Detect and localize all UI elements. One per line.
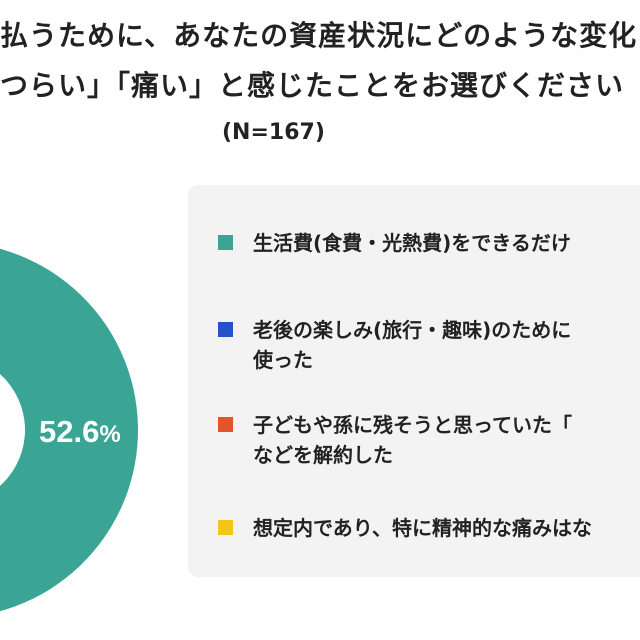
sample-size-label: (N=167) [222,120,325,145]
legend-label: 想定内であり、特に精神的な痛みはな [253,513,592,543]
legend-label-line: 想定内であり、特に精神的な痛みはな [253,516,592,540]
legend-label: 生活費(食費・光熱費)をできるだけ [253,228,571,258]
slice-value-number: 52.6 [39,414,100,449]
legend-label-line: 老後の楽しみ(旅行・趣味)のために [253,318,572,342]
chart-title-line-2: つらい」「痛い」と感じたことをお選びください [0,69,625,102]
legend-label: 子どもや孫に残そうと思っていた「 などを解約した [253,410,572,470]
donut-chart [0,248,138,612]
slice-value-label: 52.6% [39,414,121,450]
donut-slices [0,248,138,612]
legend-label-line: 生活費(食費・光熱費)をできるだけ [253,231,571,255]
legend-swatch [218,417,233,432]
legend-swatch [218,322,233,337]
slice-value-unit: % [99,421,121,448]
legend-swatch [218,520,233,535]
legend-label-line: 子どもや孫に残そうと思っていた「 [253,413,572,437]
chart-title-line-1: 払うために、あなたの資産状況にどのような変化 [0,19,638,52]
legend-label-line: 使った [253,348,313,372]
legend-swatch [218,235,233,250]
legend-label: 老後の楽しみ(旅行・趣味)のために 使った [253,315,571,375]
legend-label-line: などを解約した [253,443,393,467]
donut-slice-0 [0,248,138,612]
legend-panel: 生活費(食費・光熱費)をできるだけ 老後の楽しみ(旅行・趣味)のために 使った … [188,185,640,577]
